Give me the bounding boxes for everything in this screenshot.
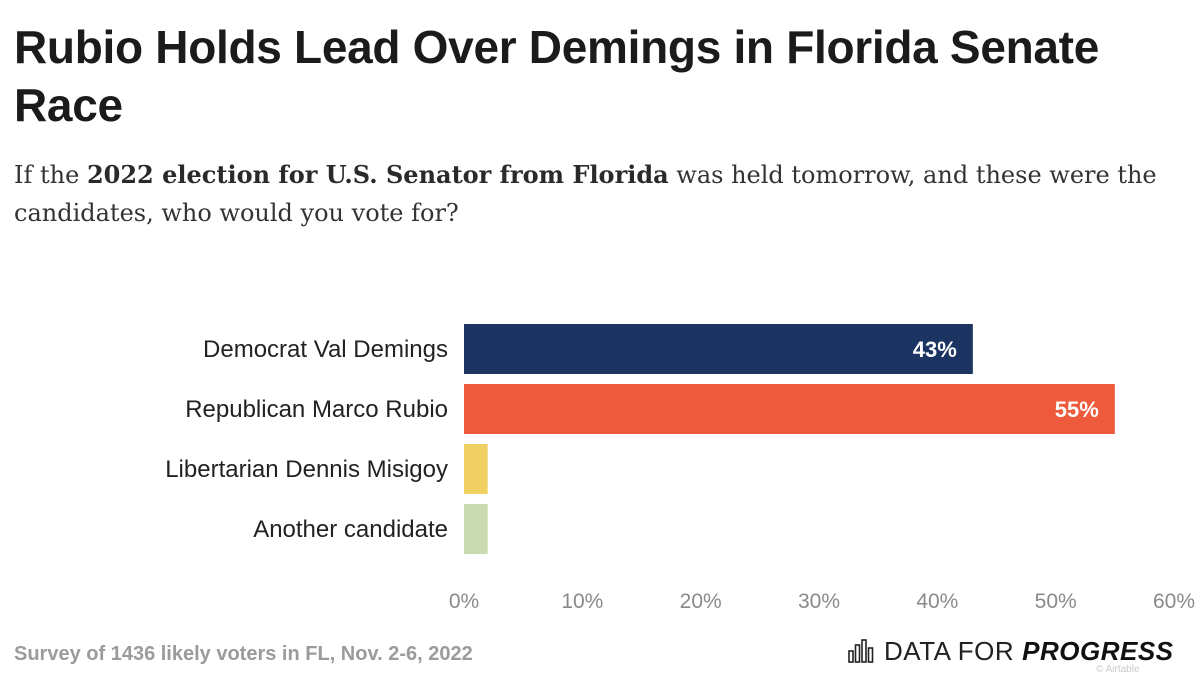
subtitle-emphasis: 2022 election for U.S. Senator from Flor…	[86, 160, 669, 189]
x-tick-label-4: 40%	[916, 590, 958, 613]
category-label-0: Democrat Val Demings	[203, 336, 448, 363]
bar-1	[464, 384, 1115, 434]
chart-title: Rubio Holds Lead Over Demings in Florida…	[14, 21, 1099, 131]
survey-note: Survey of 1436 likely voters in FL, Nov.…	[14, 643, 473, 665]
bar-3	[464, 504, 488, 554]
bar-chart-logo-icon	[848, 639, 874, 663]
category-label-2: Libertarian Dennis Misigoy	[165, 456, 448, 483]
chart-subtitle: If the 2022 election for U.S. Senator fr…	[14, 156, 1184, 232]
attribution-watermark: © Airtable	[1096, 664, 1140, 675]
subtitle-suffix: was held tomorrow, and these were the ca…	[14, 161, 1157, 227]
bar-0	[464, 324, 973, 374]
brand-text-data-for: DATA FOR	[884, 635, 1015, 666]
category-label-1: Republican Marco Rubio	[185, 396, 448, 423]
brand-logo: DATA FOR PROGRESS	[848, 634, 1174, 668]
bar-chart: Democrat Val Demings 43% Republican Marco …	[165, 324, 1195, 613]
x-tick-label-5: 50%	[1035, 590, 1077, 613]
x-tick-label-1: 10%	[561, 590, 603, 613]
brand-text-progress: PROGRESS	[1022, 635, 1174, 666]
category-label-3: Another candidate	[253, 516, 448, 543]
bar-2	[464, 444, 488, 494]
x-tick-label-3: 30%	[798, 590, 840, 613]
x-tick-label-6: 60%	[1153, 590, 1195, 613]
x-tick-label-0: 0%	[449, 590, 479, 613]
subtitle-prefix: If the	[14, 161, 87, 189]
data-label-1: 55%	[1055, 397, 1099, 422]
x-tick-label-2: 20%	[680, 590, 722, 613]
data-label-0: 43%	[913, 337, 957, 362]
